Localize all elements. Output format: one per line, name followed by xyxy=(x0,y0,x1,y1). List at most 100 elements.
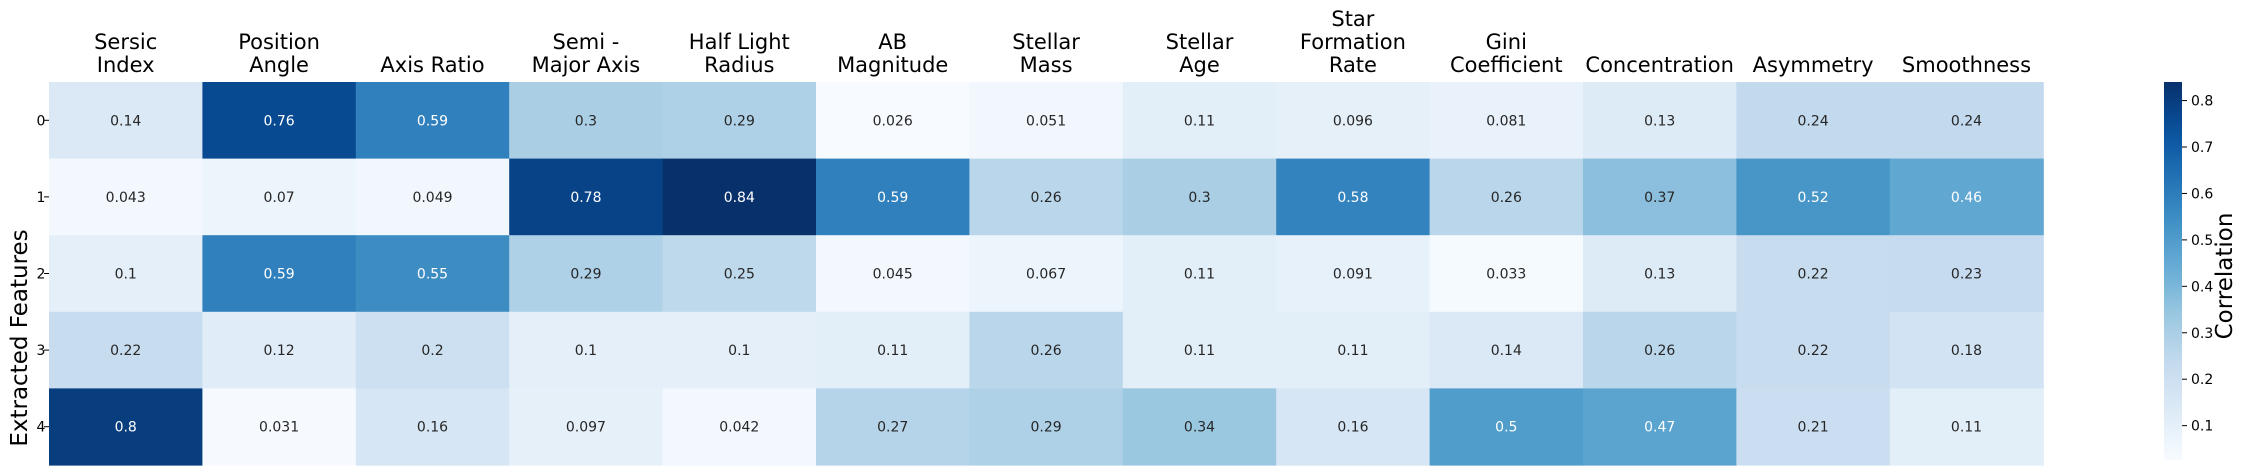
colorbar-tick-label-7: 0.8 xyxy=(2191,94,2213,110)
cell-value-r4-c8: 0.16 xyxy=(1337,420,1368,436)
heatmap-cell-r2-c12 xyxy=(1889,235,2044,313)
heatmap-cell-r0-c0 xyxy=(49,82,203,160)
cell-value-r4-c12: 0.11 xyxy=(1951,420,1982,436)
heatmap-cell-r0-c6 xyxy=(969,82,1124,160)
column-label-6-line-1: Mass xyxy=(1020,53,1073,77)
colorbar-label: Correlation xyxy=(2212,213,2238,340)
column-label-0-line-1: Index xyxy=(97,53,155,77)
cell-value-r0-c2: 0.59 xyxy=(417,113,448,129)
row-label-0: 0 xyxy=(37,113,46,129)
column-label-3-line-0: Semi - xyxy=(553,30,620,54)
cell-value-r1-c3: 0.78 xyxy=(570,190,601,206)
colorbar: 0.1 0.2 0.3 0.4 0.5 0.6 0.7 0.8 xyxy=(2164,82,2213,460)
column-label-11: Asymmetry xyxy=(1753,53,1874,77)
cell-value-r0-c0: 0.14 xyxy=(110,113,141,129)
cell-value-r2-c6: 0.067 xyxy=(1026,267,1066,283)
heatmap-cell-r0-c3 xyxy=(509,82,664,160)
heatmap-cell-r3-c3 xyxy=(509,311,664,389)
cell-value-r1-c7: 0.3 xyxy=(1188,190,1210,206)
heatmap-cell-r1-c3 xyxy=(509,158,664,236)
column-label-7-line-0: Stellar xyxy=(1166,30,1234,54)
cell-value-r3-c10: 0.26 xyxy=(1644,343,1675,359)
heatmap-cell-r1-c2 xyxy=(355,158,510,236)
column-label-8-line-1: Formation xyxy=(1300,30,1406,54)
column-label-5-line-1: Magnitude xyxy=(837,53,948,77)
heatmap-cell-r1-c8 xyxy=(1276,158,1431,236)
cell-value-r3-c7: 0.11 xyxy=(1184,343,1215,359)
cell-value-r1-c5: 0.59 xyxy=(877,190,908,206)
cell-value-r4-c2: 0.16 xyxy=(417,420,448,436)
heatmap-cell-r3-c8 xyxy=(1276,311,1431,389)
colorbar-tick-label-3: 0.4 xyxy=(2191,279,2213,295)
cell-value-r4-c9: 0.5 xyxy=(1495,420,1517,436)
heatmap-cell-r1-c12 xyxy=(1889,158,2044,236)
column-label-6-line-0: Stellar xyxy=(1012,30,1080,54)
column-label-0-line-0: Sersic xyxy=(94,30,157,54)
heatmap-cell-r0-c5 xyxy=(816,82,970,160)
cell-value-r4-c11: 0.21 xyxy=(1798,420,1829,436)
colorbar-tick-label-4: 0.5 xyxy=(2191,233,2213,249)
heatmap-cell-r1-c9 xyxy=(1429,158,1584,236)
cell-value-r1-c9: 0.26 xyxy=(1491,190,1522,206)
cell-value-r3-c6: 0.26 xyxy=(1031,343,1062,359)
column-label-11-line-0: Asymmetry xyxy=(1753,53,1874,77)
cell-value-r2-c10: 0.13 xyxy=(1644,267,1675,283)
heatmap-cell-r0-c12 xyxy=(1889,82,2044,160)
cell-value-r2-c8: 0.091 xyxy=(1333,267,1373,283)
cell-value-r1-c12: 0.46 xyxy=(1951,190,1982,206)
colorbar-gradient xyxy=(2164,82,2182,460)
colorbar-tick-label-2: 0.3 xyxy=(2191,326,2213,342)
heatmap-cell-r2-c5 xyxy=(816,235,970,313)
heatmap-cell-r4-c10 xyxy=(1583,388,1737,466)
heatmap-cell-r2-c8 xyxy=(1276,235,1431,313)
column-label-8-line-2: Rate xyxy=(1329,53,1377,77)
heatmap-cell-r1-c4 xyxy=(662,158,817,236)
heatmap-cell-r4-c12 xyxy=(1889,388,2044,466)
heatmap-cell-r1-c5 xyxy=(816,158,970,236)
cell-value-r4-c6: 0.29 xyxy=(1031,420,1062,436)
heatmap-cell-r0-c11 xyxy=(1736,82,1891,160)
heatmap-cell-r4-c9 xyxy=(1429,388,1584,466)
heatmap-cell-r4-c2 xyxy=(355,388,510,466)
cell-value-r3-c11: 0.22 xyxy=(1798,343,1829,359)
heatmap-cell-r0-c1 xyxy=(202,82,357,160)
column-label-7-line-1: Age xyxy=(1179,53,1220,77)
cell-value-r2-c4: 0.25 xyxy=(724,267,755,283)
heatmap-cell-r2-c6 xyxy=(969,235,1124,313)
cell-value-r0-c5: 0.026 xyxy=(873,113,913,129)
cell-value-r0-c11: 0.24 xyxy=(1798,113,1829,129)
cell-value-r3-c4: 0.1 xyxy=(728,343,750,359)
cell-value-r0-c8: 0.096 xyxy=(1333,113,1373,129)
cell-value-r4-c10: 0.47 xyxy=(1644,420,1675,436)
heatmap-cells xyxy=(49,82,2044,466)
cell-value-r2-c9: 0.033 xyxy=(1486,267,1526,283)
heatmap-cell-r4-c0 xyxy=(49,388,203,466)
cell-value-r0-c12: 0.24 xyxy=(1951,113,1982,129)
column-label-10: Concentration xyxy=(1585,53,1734,77)
cell-value-r0-c10: 0.13 xyxy=(1644,113,1675,129)
cell-value-r3-c8: 0.11 xyxy=(1337,343,1368,359)
colorbar-tick-label-0: 0.1 xyxy=(2191,419,2213,435)
column-label-9-line-1: Coefficient xyxy=(1450,53,1563,77)
heatmap-cell-r2-c11 xyxy=(1736,235,1891,313)
heatmap-cell-r3-c11 xyxy=(1736,311,1891,389)
cell-value-r2-c5: 0.045 xyxy=(873,267,913,283)
heatmap-cell-r4-c5 xyxy=(816,388,970,466)
column-label-1-line-1: Angle xyxy=(249,53,309,77)
heatmap-cell-r3-c2 xyxy=(355,311,510,389)
heatmap-cell-r2-c10 xyxy=(1583,235,1737,313)
cell-value-r3-c5: 0.11 xyxy=(877,343,908,359)
heatmap-cell-r3-c12 xyxy=(1889,311,2044,389)
heatmap-cell-r1-c1 xyxy=(202,158,357,236)
heatmap-cell-r0-c8 xyxy=(1276,82,1431,160)
heatmap-cell-r2-c0 xyxy=(49,235,203,313)
heatmap-cell-r1-c0 xyxy=(49,158,203,236)
row-label-4: 4 xyxy=(37,420,46,436)
cell-value-r4-c3: 0.097 xyxy=(566,420,606,436)
heatmap-cell-r3-c10 xyxy=(1583,311,1737,389)
cell-value-r4-c7: 0.34 xyxy=(1184,420,1215,436)
